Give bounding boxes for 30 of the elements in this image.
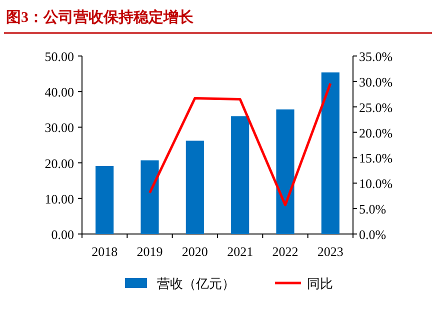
chart-title: 图3：公司营收保持稳定增长 [6,8,194,26]
y2-tick-label: 10.0% [359,176,393,192]
y-tick-label: 10.00 [44,191,74,206]
x-tick-label: 2023 [317,244,344,259]
bar [321,72,340,234]
y2-tick-label: 20.0% [359,125,393,140]
line-series [148,82,332,206]
y-tick-label: 30.00 [44,120,74,136]
y2-tick-label: 15.0% [359,150,393,166]
y2-tick-label: 0.0% [359,227,386,242]
x-tick-label: 2019 [136,244,163,259]
bar [186,140,204,234]
y2-tick-label: 35.0% [359,49,393,64]
y-tick-label: 20.00 [44,156,74,171]
x-tick-label: 2022 [272,244,298,259]
legend-label: 营收（亿元） [157,276,235,291]
y2-tick-label: 30.0% [359,74,393,90]
bar [96,166,114,234]
x-tick-label: 2020 [182,244,208,259]
y-tick-label: 50.00 [44,49,74,64]
y-tick-label: 40.00 [44,84,74,100]
bar [276,109,294,234]
bar [231,116,250,234]
y2-tick-label: 5.0% [359,202,386,217]
legend-label: 同比 [307,276,333,291]
x-tick-label: 2018 [92,244,118,259]
y2-tick-label: 25.0% [359,100,393,115]
x-tick-label: 2021 [227,244,254,259]
y-tick-label: 0.00 [51,227,74,242]
bar [140,160,159,234]
